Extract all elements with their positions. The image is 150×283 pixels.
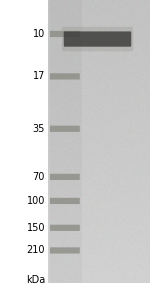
Text: 150: 150 (27, 223, 45, 233)
Text: kDa: kDa (26, 275, 45, 283)
FancyBboxPatch shape (50, 198, 80, 204)
Text: 35: 35 (33, 124, 45, 134)
FancyBboxPatch shape (50, 174, 80, 180)
Text: 100: 100 (27, 196, 45, 206)
FancyBboxPatch shape (50, 247, 80, 254)
FancyBboxPatch shape (50, 73, 80, 80)
Text: 10: 10 (33, 29, 45, 39)
Text: 210: 210 (27, 245, 45, 256)
FancyBboxPatch shape (50, 31, 80, 37)
Text: 70: 70 (33, 172, 45, 182)
FancyBboxPatch shape (64, 31, 131, 47)
FancyBboxPatch shape (50, 225, 80, 231)
Bar (0, 0, 48, 283)
FancyBboxPatch shape (50, 126, 80, 132)
Text: 17: 17 (33, 71, 45, 82)
FancyBboxPatch shape (62, 27, 133, 51)
